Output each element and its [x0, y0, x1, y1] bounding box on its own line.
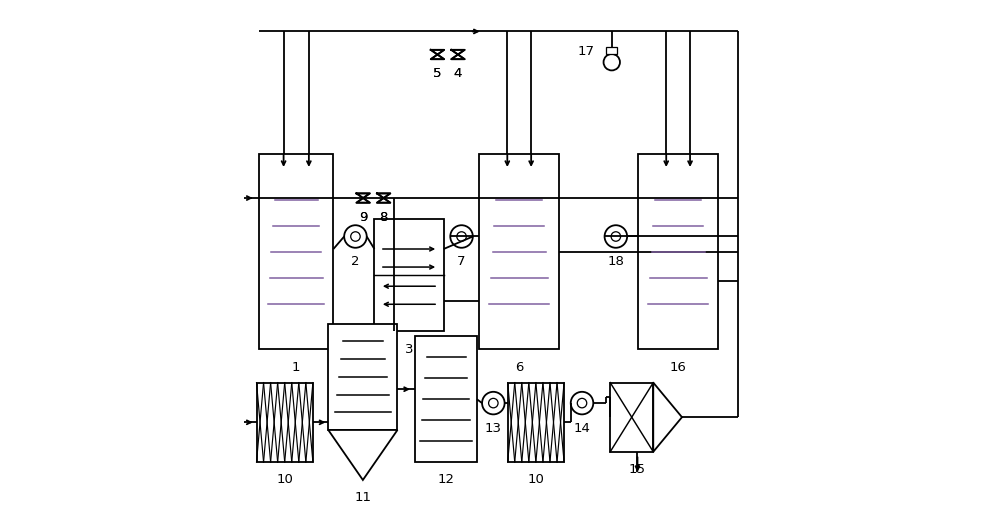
Text: 1: 1: [292, 360, 300, 374]
Text: 6: 6: [515, 360, 523, 374]
Bar: [610, 382, 653, 452]
Polygon shape: [653, 382, 682, 452]
Text: 15: 15: [629, 463, 646, 476]
Text: 10: 10: [276, 473, 293, 486]
Text: 7: 7: [457, 255, 466, 268]
Bar: [638, 155, 718, 350]
Bar: [479, 155, 559, 350]
Text: 11: 11: [354, 491, 371, 504]
Polygon shape: [328, 430, 397, 480]
Text: 18: 18: [607, 255, 624, 268]
Text: 8: 8: [379, 211, 388, 224]
Text: 12: 12: [438, 473, 455, 486]
Text: 5: 5: [433, 67, 442, 80]
Text: 13: 13: [485, 422, 502, 435]
Bar: [259, 155, 333, 350]
Bar: [415, 337, 477, 462]
Bar: [257, 382, 313, 462]
Text: 14: 14: [574, 422, 590, 435]
Text: 2: 2: [351, 255, 360, 268]
Text: 16: 16: [670, 360, 687, 374]
Text: 9: 9: [359, 211, 367, 224]
Bar: [606, 47, 617, 54]
Text: 8: 8: [379, 211, 388, 224]
Bar: [328, 324, 397, 430]
Text: 10: 10: [527, 473, 544, 486]
Bar: [508, 382, 564, 462]
Text: 5: 5: [433, 67, 442, 80]
Bar: [374, 218, 444, 332]
Text: 3: 3: [405, 343, 413, 356]
Text: 4: 4: [454, 67, 462, 80]
Text: 4: 4: [454, 67, 462, 80]
Text: 9: 9: [359, 211, 367, 224]
Text: 17: 17: [577, 45, 594, 59]
